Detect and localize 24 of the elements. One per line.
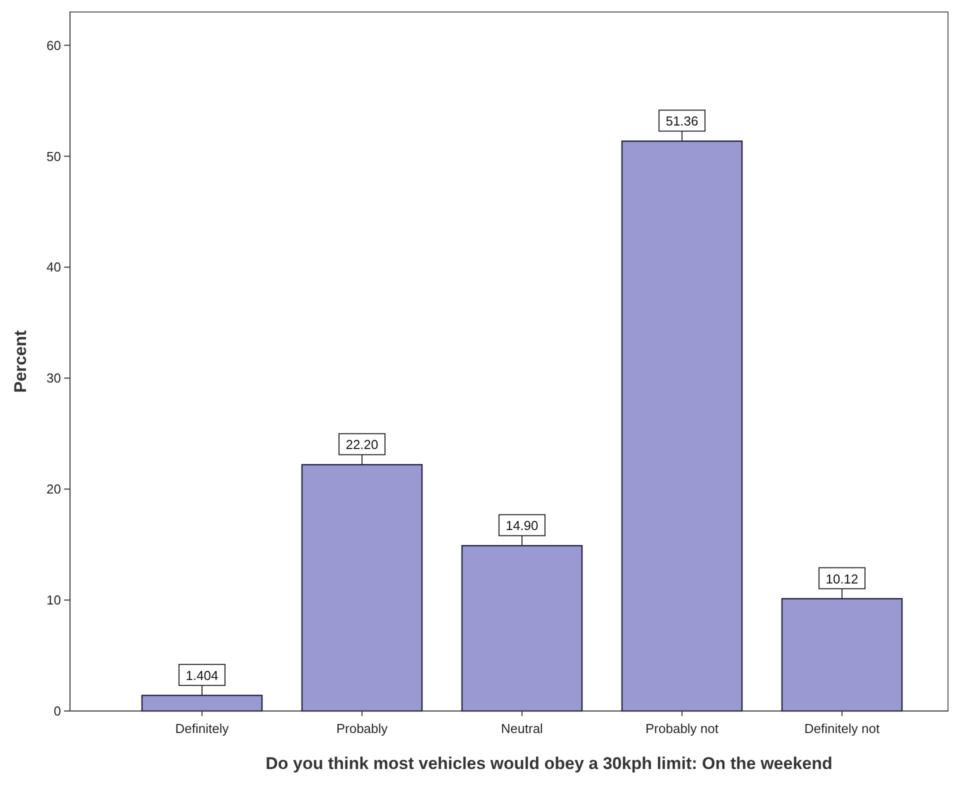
data-label: 1.404 <box>186 668 218 683</box>
bar <box>141 694 263 712</box>
y-tick-label: 10 <box>46 592 61 608</box>
data-label: 10.12 <box>826 571 858 586</box>
data-label: 22.20 <box>346 437 378 452</box>
bar <box>621 140 743 712</box>
bar <box>301 464 423 712</box>
x-tick-label: Definitely not <box>804 721 880 736</box>
y-tick-label: 20 <box>46 482 61 497</box>
x-tick-label: Probably <box>336 721 388 736</box>
y-tick-label: 0 <box>54 704 61 719</box>
y-tick-label: 50 <box>46 148 61 164</box>
data-label: 51.36 <box>666 114 698 129</box>
bar <box>781 598 903 712</box>
data-label: 14.90 <box>506 518 538 534</box>
x-tick-label: Probably not <box>646 721 719 736</box>
y-tick-label: 40 <box>46 260 61 275</box>
x-tick-label: Definitely <box>175 721 230 736</box>
bar <box>461 545 583 712</box>
y-tick-label: 30 <box>46 370 61 386</box>
x-axis-title: Do you think most vehicles would obey a 30kph limit: On the weekend <box>266 754 832 773</box>
x-tick-label: Neutral <box>501 721 544 736</box>
y-axis-title: Percent <box>11 330 30 393</box>
y-tick-label: 60 <box>46 38 61 53</box>
